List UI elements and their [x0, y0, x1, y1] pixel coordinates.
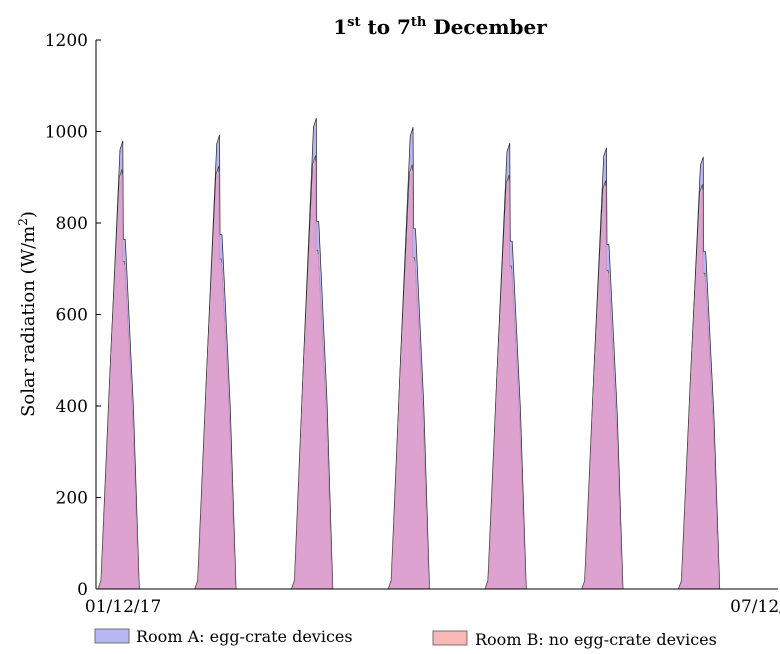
- title-sup-2: th: [411, 15, 427, 30]
- y-tick-label: 1000: [45, 123, 88, 143]
- x-tick-label: 07/12/17: [730, 597, 780, 617]
- legend-swatch-room-a: [94, 628, 130, 644]
- title-prefix: 1: [333, 15, 347, 39]
- title-sup-1: st: [347, 15, 360, 30]
- y-axis-label-close: ): [18, 211, 39, 218]
- y-tick-label: 800: [56, 214, 88, 234]
- chart-title: 1st to 7th December: [333, 15, 547, 39]
- y-axis-label-text: Solar radiation (W/m: [18, 226, 39, 417]
- legend-label-room-b: Room B: no egg-crate devices: [475, 630, 717, 649]
- legend: Room A: egg-crate devices Room B: no egg…: [94, 627, 717, 649]
- title-mid: to 7: [361, 15, 411, 39]
- y-tick-label: 400: [56, 397, 88, 417]
- overlap-day-7: [678, 188, 720, 589]
- legend-swatch-room-b: [432, 630, 468, 646]
- overlap-day-4: [388, 168, 430, 590]
- overlap-day-5: [485, 179, 527, 589]
- y-tick-label: 1200: [45, 31, 88, 51]
- overlap-day-2: [195, 170, 236, 589]
- y-axis-label-sup: 2: [16, 218, 30, 226]
- y-tick-label: 0: [77, 580, 88, 600]
- overlap-day-3: [291, 159, 333, 589]
- overlap-day-6: [582, 184, 623, 589]
- y-tick-label: 600: [56, 306, 88, 326]
- x-ticks: 01/12/17 07/12/17: [85, 597, 780, 617]
- y-ticks: 0 200 400 600 800 1000 1200: [45, 31, 101, 600]
- y-tick-label: 200: [56, 489, 88, 509]
- legend-label-room-a: Room A: egg-crate devices: [136, 627, 353, 646]
- overlap-day-1: [98, 173, 140, 589]
- title-suffix: December: [426, 15, 547, 39]
- series-layer: [97, 117, 721, 590]
- x-tick-label: 01/12/17: [85, 597, 161, 617]
- y-axis-label: Solar radiation (W/m2): [16, 211, 39, 417]
